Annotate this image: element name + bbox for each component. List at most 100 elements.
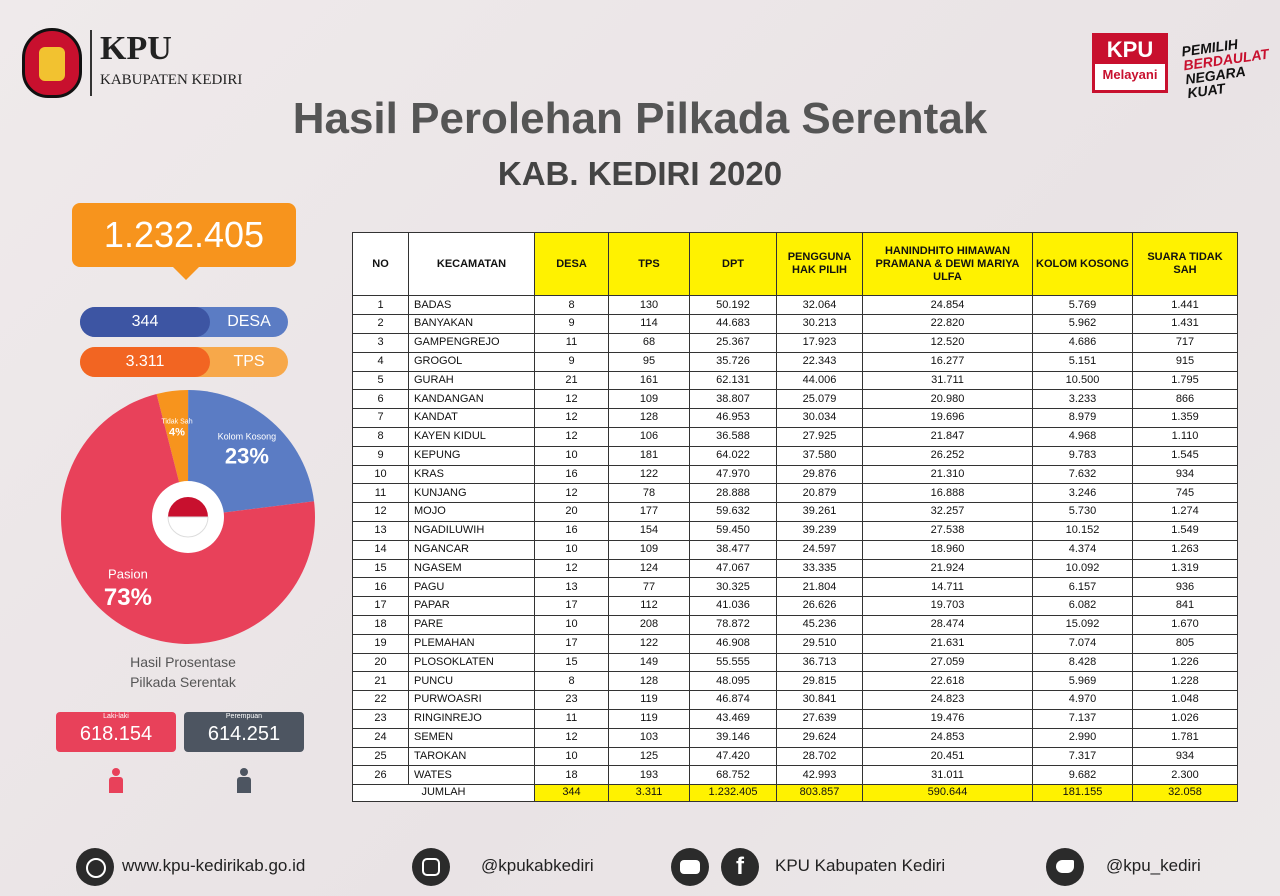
table-cell: 26.626 [777, 596, 863, 617]
table-cell: 41.036 [690, 596, 777, 617]
table-cell: 36.713 [777, 653, 863, 673]
table-cell: 5.962 [1033, 314, 1133, 335]
table-cell: 109 [609, 540, 690, 560]
table-cell: 38.807 [690, 390, 777, 410]
badge: KPU Melayani [1092, 33, 1168, 93]
table-cell: GAMPENGREJO [409, 333, 535, 353]
pie-caption: Hasil Prosentase Pilkada Serentak [130, 654, 236, 690]
table-cell: 745 [1133, 484, 1238, 504]
table-cell: 10 [535, 446, 609, 466]
table-cell: 6.082 [1033, 596, 1133, 617]
table-cell: 125 [609, 747, 690, 767]
pie-value: 23% [225, 444, 269, 469]
table-cell: 12 [535, 390, 609, 410]
table-cell: 7.632 [1033, 465, 1133, 485]
table-cell: 10 [353, 465, 409, 485]
table-cell: 19.696 [863, 408, 1033, 429]
table-cell: 130 [609, 296, 690, 316]
table-cell: 46.953 [690, 408, 777, 429]
kpu-emblem [22, 28, 82, 98]
table-cell: 26 [353, 766, 409, 786]
table-cell: 128 [609, 672, 690, 692]
table-cell: 5.151 [1033, 352, 1133, 372]
header-cell: TPS [609, 233, 690, 296]
table-cell: 717 [1133, 333, 1238, 353]
table-cell: 29.510 [777, 634, 863, 654]
table-cell: 17 [535, 596, 609, 617]
table-cell: 8.428 [1033, 653, 1133, 673]
table-cell: PARE [409, 615, 535, 635]
table-cell: 28.702 [777, 747, 863, 767]
table-cell: 103 [609, 728, 690, 748]
table-cell: 24.854 [863, 296, 1033, 316]
gender-value: 614.251 [207, 723, 281, 745]
table-cell: 5.769 [1033, 296, 1133, 316]
youtube-icon [671, 848, 709, 886]
table-cell: 841 [1133, 596, 1238, 617]
table-cell: 4.374 [1033, 540, 1133, 560]
table-cell: 47.067 [690, 559, 777, 579]
table-cell: 21.924 [863, 559, 1033, 579]
table-cell: 55.555 [690, 653, 777, 673]
table-cell: 119 [609, 690, 690, 711]
table-cell: 161 [609, 371, 690, 391]
table-cell: NGANCAR [409, 540, 535, 560]
table-cell: 39.146 [690, 728, 777, 748]
table-cell: 154 [609, 521, 690, 541]
pie-value: 73% [104, 584, 152, 611]
table-cell: 37.580 [777, 446, 863, 466]
table-cell: 106 [609, 427, 690, 447]
table-cell: 42.993 [777, 766, 863, 786]
table-cell: 9.682 [1033, 766, 1133, 786]
table-cell: 9 [535, 352, 609, 372]
header-cell: DESA [535, 233, 609, 296]
table-cell: 2 [353, 314, 409, 335]
table-cell: 22.343 [777, 352, 863, 372]
table-cell: 27.538 [863, 521, 1033, 541]
gender-box: Perempuan 614.251 [184, 712, 304, 752]
table-cell: 48.095 [690, 672, 777, 692]
table-cell: 45.236 [777, 615, 863, 635]
table-cell: 30.213 [777, 314, 863, 335]
table-cell: 177 [609, 502, 690, 523]
table-cell: GURAH [409, 371, 535, 391]
header-cell: DPT [690, 233, 777, 296]
flag-top [168, 497, 208, 517]
pie-slice [188, 390, 315, 517]
table-cell: KANDANGAN [409, 390, 535, 410]
table-cell: 29.815 [777, 672, 863, 692]
table-cell: 122 [609, 465, 690, 485]
table-cell: 13 [535, 578, 609, 598]
desa-label: DESA [227, 313, 271, 330]
table-cell: 10.152 [1033, 521, 1133, 541]
table-cell: WATES [409, 766, 535, 786]
table-cell: 3 [353, 333, 409, 353]
table-cell: 23 [535, 690, 609, 711]
header-cell: PENGGUNA HAK PILIH [777, 233, 863, 296]
table-cell: 1.549 [1133, 521, 1238, 541]
table-cell: 1.110 [1133, 427, 1238, 447]
table-cell: 24.823 [863, 690, 1033, 711]
person-body [237, 777, 251, 793]
table-cell: 1.441 [1133, 296, 1238, 316]
total-box: 1.232.405 [72, 203, 296, 267]
table-cell: 21 [535, 371, 609, 391]
total-cell: 344 [535, 784, 609, 802]
table-cell: 46.874 [690, 690, 777, 711]
table-cell: 1.359 [1133, 408, 1238, 429]
table-cell: MOJO [409, 502, 535, 523]
table-cell: 12 [535, 484, 609, 504]
total-cell: 803.857 [777, 784, 863, 802]
table-cell: 18 [353, 615, 409, 635]
facebook-icon: f [721, 848, 759, 886]
subtitle: KAB. KEDIRI 2020 [497, 155, 783, 192]
table-cell: 22.820 [863, 314, 1033, 335]
table-cell: KUNJANG [409, 484, 535, 504]
table-cell: 16 [535, 465, 609, 485]
facebook: KPU Kabupaten Kediri [775, 856, 946, 875]
table-cell: 11 [535, 709, 609, 729]
table-cell: 36.588 [690, 427, 777, 447]
table-cell: PAPAR [409, 596, 535, 617]
gender-box: Laki-laki 618.154 [56, 712, 176, 752]
table-cell: 44.683 [690, 314, 777, 335]
